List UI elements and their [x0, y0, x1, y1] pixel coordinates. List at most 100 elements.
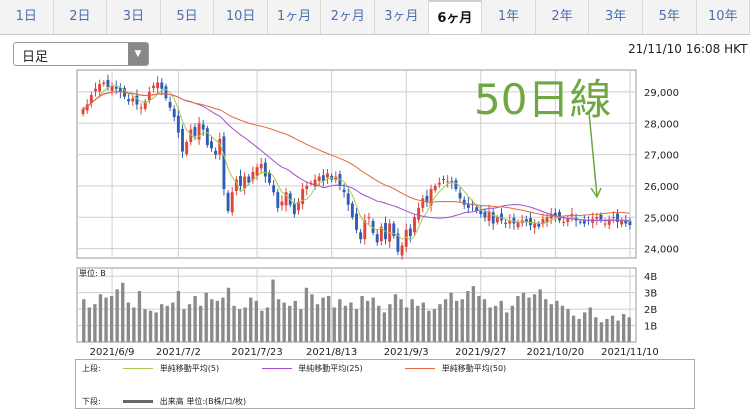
volume-swatch — [123, 400, 154, 403]
volume-bar — [121, 282, 125, 342]
tab-4[interactable]: 10日 — [214, 0, 268, 34]
ma50-line — [82, 91, 630, 217]
tab-11[interactable]: 3年 — [589, 0, 643, 34]
candle-body — [272, 185, 276, 193]
candle-body — [176, 115, 180, 133]
candle-body — [504, 222, 508, 224]
volume-bar — [165, 305, 169, 342]
volume-bar — [293, 300, 297, 342]
annotation-label: 50日線 — [474, 75, 612, 124]
candle-body — [94, 88, 97, 92]
candle-body — [89, 95, 93, 104]
interval-select-value: 日足 — [22, 50, 49, 65]
candle-body — [189, 129, 193, 143]
tab-8[interactable]: 6ヶ月 — [428, 0, 483, 34]
candle-body — [127, 99, 131, 102]
volume-bar — [204, 292, 208, 342]
tab-3[interactable]: 5日 — [161, 0, 215, 34]
volume-bar — [477, 295, 481, 342]
volume-bar — [115, 289, 119, 342]
candle-body — [317, 176, 321, 181]
volume-bar — [488, 307, 492, 342]
volume-bar — [243, 307, 247, 342]
volume-bar — [232, 305, 236, 342]
candle-body — [268, 172, 271, 183]
volume-bar — [221, 297, 225, 342]
candle-body — [355, 213, 358, 230]
volume-bar — [482, 299, 487, 342]
chart-legend: 上段: 単純移動平均(5) 単純移動平均(25) 単純移動平均(50) 下段: … — [75, 359, 695, 409]
candle-body — [466, 203, 470, 208]
tab-6[interactable]: 2ヶ月 — [321, 0, 376, 34]
volume-bar — [538, 289, 542, 342]
candle-body — [553, 212, 557, 216]
candle-body — [417, 207, 421, 220]
candle-body — [181, 128, 184, 152]
candle-body — [81, 109, 85, 114]
tab-7[interactable]: 3ヶ月 — [375, 0, 429, 34]
candle-body — [413, 217, 416, 233]
volume-bar — [449, 292, 453, 342]
volume-bar — [388, 304, 392, 342]
candle-body — [243, 176, 247, 189]
timestamp: 21/11/10 16:08 HKT — [628, 42, 748, 56]
volume-bar — [377, 305, 381, 342]
tab-10[interactable]: 2年 — [536, 0, 590, 34]
volume-bar — [260, 310, 264, 342]
candle-body — [168, 101, 172, 108]
volume-bar — [338, 299, 342, 342]
candle-body — [479, 211, 483, 215]
volume-bar — [132, 307, 136, 342]
tab-12[interactable]: 5年 — [643, 0, 697, 34]
volume-bar — [176, 291, 181, 342]
candle-body — [338, 174, 342, 186]
candle-body — [106, 80, 110, 88]
interval-select[interactable]: 日足 ▼ — [13, 42, 149, 66]
volume-bar — [104, 297, 108, 342]
volume-bar — [416, 305, 420, 342]
volume-bar — [599, 322, 604, 342]
tab-5[interactable]: 1ヶ月 — [268, 0, 322, 34]
candle-body — [234, 179, 238, 191]
candle-body — [164, 86, 168, 99]
candle-body — [280, 201, 284, 206]
volume-bar — [516, 295, 520, 342]
candle-body — [425, 195, 429, 202]
volume-bar — [583, 312, 587, 342]
volume-bar — [254, 300, 258, 342]
ma50-swatch — [405, 368, 436, 369]
volume-bar — [499, 300, 503, 342]
candle-body — [508, 220, 512, 224]
tab-1[interactable]: 2日 — [54, 0, 108, 34]
chevron-down-icon[interactable]: ▼ — [128, 43, 148, 65]
candle-body — [541, 218, 545, 225]
volume-bar — [148, 310, 153, 342]
tab-0[interactable]: 1日 — [0, 0, 54, 34]
volume-bar — [421, 302, 425, 342]
legend-ma5: 単純移動平均(5) — [159, 364, 220, 373]
ma5-line — [82, 85, 631, 241]
volume-bar — [210, 299, 214, 342]
volume-bar — [471, 286, 476, 342]
price-tick-label: 28,000 — [644, 119, 679, 130]
volume-bar — [343, 305, 348, 342]
volume-bar — [82, 299, 86, 342]
volume-bar — [288, 305, 292, 342]
tab-9[interactable]: 1年 — [482, 0, 536, 34]
tab-2[interactable]: 3日 — [107, 0, 161, 34]
candle-body — [396, 233, 400, 252]
volume-bar — [566, 309, 570, 342]
candle-body — [276, 192, 280, 208]
candle-body — [346, 193, 350, 205]
annotation-arrow-line — [588, 111, 598, 197]
candle-body — [156, 82, 160, 89]
candle-body — [102, 82, 106, 85]
candle-body — [404, 229, 408, 247]
candle-body — [491, 212, 495, 224]
legend-lower-row: 下段: 出来高 単位:(B株/口/枚) — [82, 396, 246, 407]
candle-body — [205, 128, 209, 146]
volume-bar — [193, 295, 197, 342]
candle-body — [611, 217, 615, 219]
volume-bar — [126, 302, 130, 342]
volume-tick-label: 2B — [644, 305, 657, 316]
